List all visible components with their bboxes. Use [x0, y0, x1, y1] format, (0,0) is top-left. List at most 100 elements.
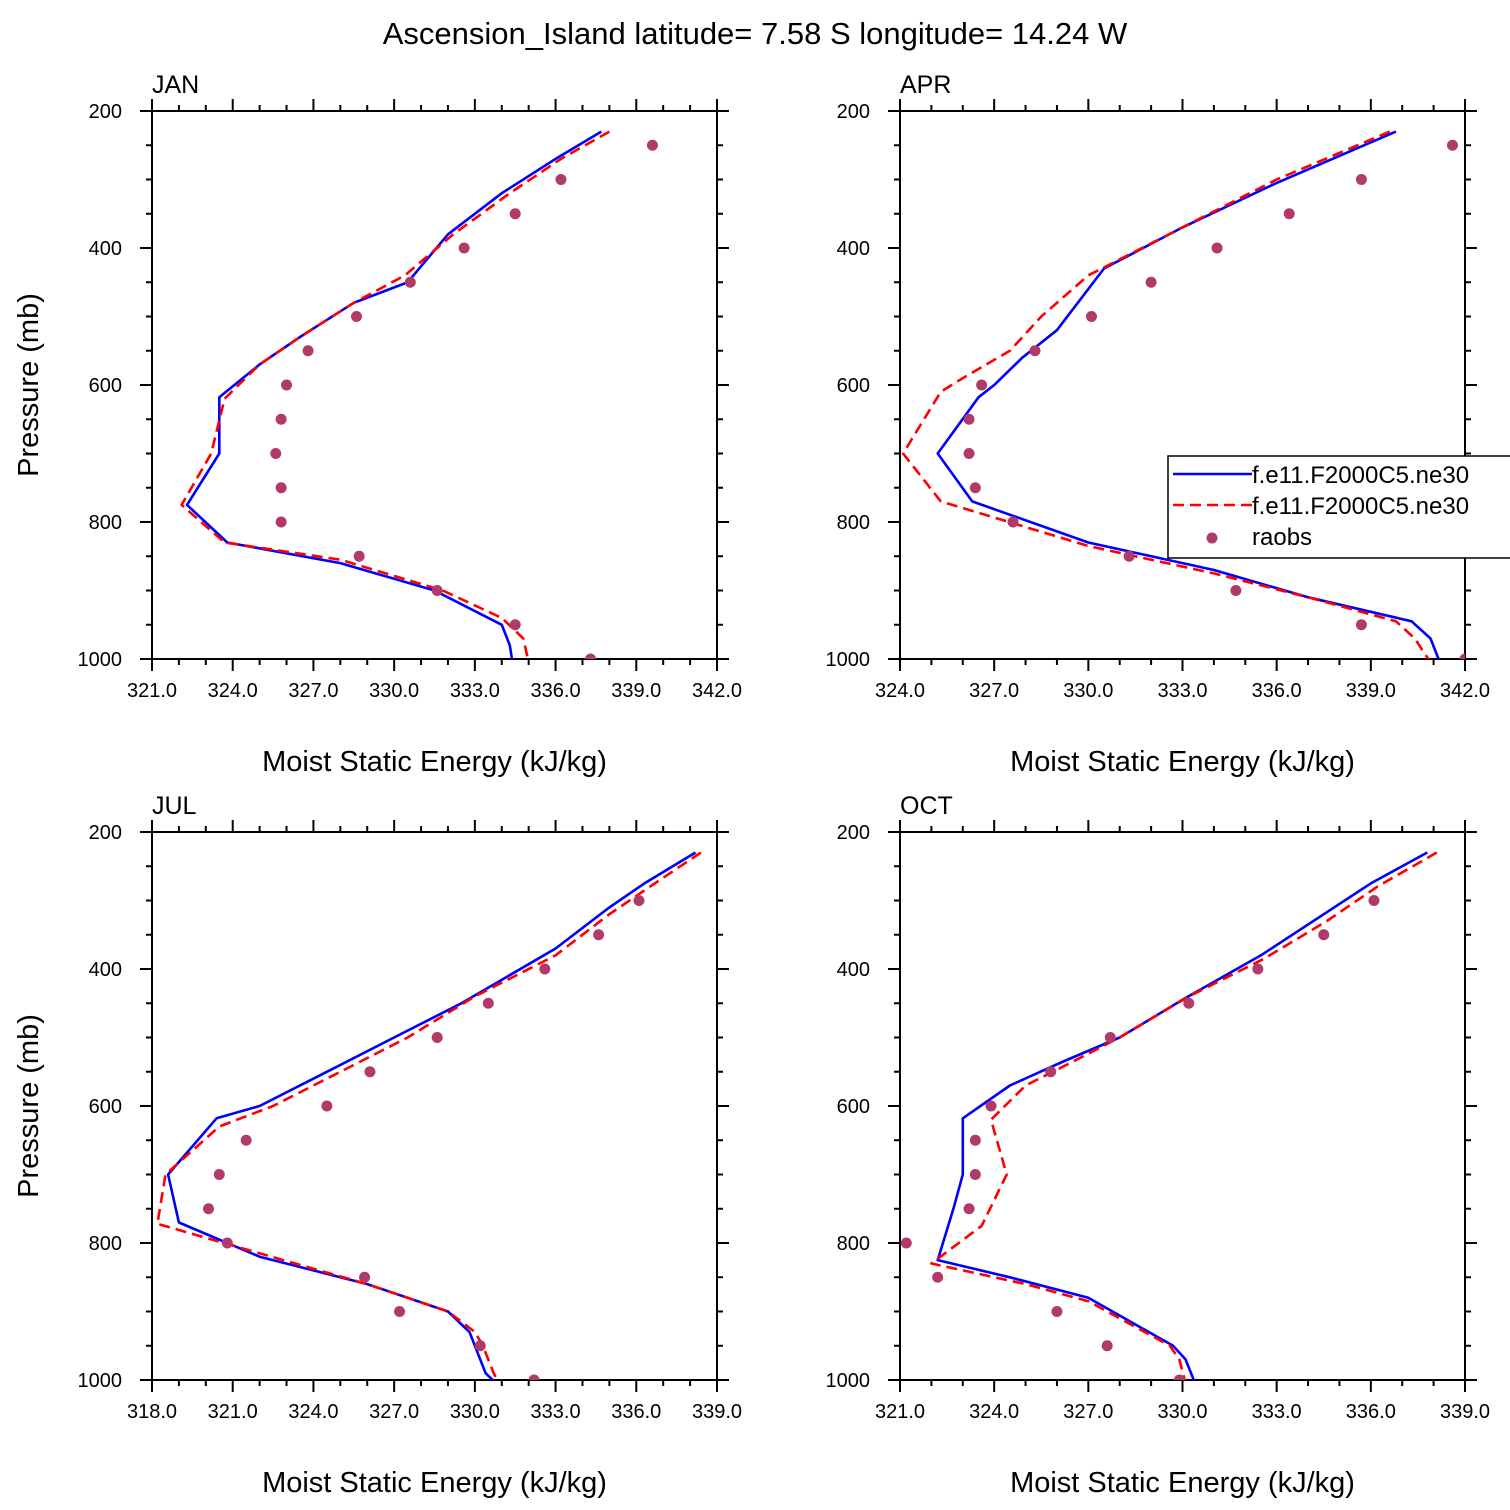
y-tick-label: 1000 — [78, 1370, 123, 1392]
raobs-point — [1230, 585, 1242, 596]
raobs-point — [321, 1100, 333, 1112]
panel-title: JUL — [152, 792, 197, 820]
raobs-point — [985, 1100, 997, 1112]
x-tick-label: 327.0 — [1063, 1401, 1113, 1423]
plot-frame — [899, 831, 1466, 1381]
x-tick-label: 333.0 — [531, 1401, 581, 1423]
plot-frame — [151, 831, 718, 1381]
raobs-point — [646, 139, 658, 151]
raobs-point — [364, 1066, 376, 1078]
x-tick-label: 333.0 — [1157, 680, 1207, 702]
raobs-point — [1045, 1066, 1057, 1078]
raobs-point — [963, 1203, 975, 1215]
x-tick-label: 342.0 — [1440, 680, 1490, 702]
raobs-point — [1101, 1340, 1113, 1352]
y-tick-label: 1000 — [78, 649, 123, 671]
x-axis-title: Moist Static Energy (kJ/kg) — [262, 1467, 607, 1499]
x-tick-label: 336.0 — [1346, 1401, 1396, 1423]
x-tick-label: 333.0 — [1252, 1401, 1302, 1423]
raobs-point — [539, 963, 551, 975]
model-series-dashed — [901, 130, 1430, 659]
raobs-point — [431, 1032, 443, 1043]
raobs-point — [404, 276, 416, 288]
y-tick-label: 200 — [89, 822, 122, 844]
raobs-point — [1123, 550, 1135, 562]
raobs-point — [963, 448, 975, 459]
raobs-point — [1252, 963, 1264, 975]
raobs-point — [302, 345, 314, 357]
raobs-point — [1459, 653, 1465, 659]
model-series-solid — [185, 130, 602, 659]
raobs-point — [350, 311, 362, 322]
raobs-point — [1145, 276, 1157, 288]
x-tick-label: 336.0 — [1252, 680, 1302, 702]
raobs-point — [482, 997, 494, 1009]
raobs-point — [1446, 139, 1458, 151]
raobs-point — [932, 1271, 944, 1283]
raobs-point — [555, 174, 567, 185]
x-tick-label: 330.0 — [450, 1401, 500, 1423]
y-tick-label: 200 — [89, 101, 122, 123]
raobs-point — [976, 379, 988, 391]
raobs-point — [509, 619, 521, 631]
raobs-point — [1173, 1374, 1185, 1380]
legend-label: f.e11.F2000C5.ne30 — [1252, 462, 1469, 489]
y-tick-label: 800 — [89, 512, 122, 534]
y-tick-label: 1000 — [826, 1370, 871, 1392]
legend: f.e11.F2000C5.ne30 f.e11.F2000C5.ne30 raob… — [1167, 455, 1510, 559]
panel-title: APR — [900, 71, 951, 99]
raobs-point — [633, 895, 645, 906]
x-tick-label: 333.0 — [450, 680, 500, 702]
y-tick-label: 400 — [89, 959, 122, 981]
x-tick-label: 324.0 — [875, 680, 925, 702]
model-series-solid — [166, 851, 697, 1380]
panel-title: JAN — [152, 71, 199, 99]
raobs-point — [359, 1271, 371, 1283]
raobs-point — [1318, 929, 1330, 941]
x-tick-label: 339.0 — [692, 1401, 742, 1423]
y-tick-label: 400 — [837, 238, 870, 260]
y-tick-label: 200 — [837, 101, 870, 123]
y-tick-label: 800 — [89, 1233, 122, 1255]
x-tick-label: 327.0 — [369, 1401, 419, 1423]
raobs-point — [1029, 345, 1041, 357]
x-tick-label: 324.0 — [969, 1401, 1019, 1423]
y-tick-label: 800 — [837, 1233, 870, 1255]
legend-marker-raobs — [1206, 532, 1218, 544]
raobs-point — [1085, 311, 1097, 322]
y-axis-title: Pressure (mb) — [13, 293, 45, 477]
y-tick-label: 1000 — [826, 649, 871, 671]
panels-group: JAN 321.0 324.0 327.0 330.0 333.0 336.0 339.0 34… — [13, 71, 1490, 1499]
raobs-point — [900, 1237, 912, 1249]
raobs-point — [593, 929, 605, 941]
x-tick-label: 336.0 — [611, 1401, 661, 1423]
raobs-point — [1007, 516, 1019, 528]
x-tick-label: 321.0 — [875, 1401, 925, 1423]
raobs-point — [969, 482, 981, 494]
y-tick-label: 600 — [837, 1096, 870, 1118]
x-tick-label: 330.0 — [1157, 1401, 1207, 1423]
data-layer — [180, 130, 658, 659]
data-layer — [901, 130, 1465, 659]
raobs-point — [1355, 619, 1367, 631]
figure-title: Ascension_Island latitude= 7.58 S longit… — [383, 16, 1128, 51]
model-series-solid — [936, 851, 1428, 1380]
x-tick-label: 321.0 — [127, 680, 177, 702]
y-tick-label: 800 — [837, 512, 870, 534]
x-axis-title: Moist Static Energy (kJ/kg) — [1010, 1467, 1355, 1499]
legend-label: f.e11.F2000C5.ne30 — [1252, 493, 1469, 520]
raobs-point — [275, 482, 287, 494]
raobs-point — [203, 1203, 214, 1215]
raobs-point — [275, 413, 287, 425]
model-series-dashed — [930, 851, 1438, 1380]
raobs-point — [458, 242, 470, 254]
model-series-dashed — [156, 851, 702, 1380]
raobs-point — [528, 1374, 540, 1380]
x-tick-label: 318.0 — [127, 1401, 177, 1423]
model-series-dashed — [180, 130, 611, 659]
raobs-point — [213, 1169, 225, 1180]
raobs-point — [1283, 208, 1295, 220]
x-tick-label: 327.0 — [288, 680, 338, 702]
raobs-point — [1211, 242, 1223, 254]
y-tick-label: 200 — [837, 822, 870, 844]
